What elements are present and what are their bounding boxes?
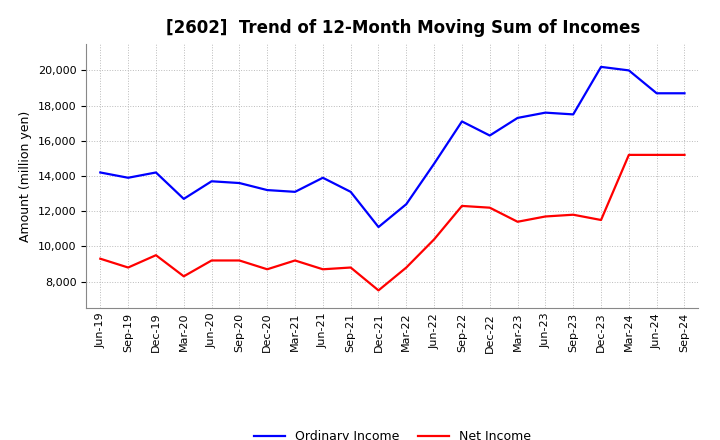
Ordinary Income [513, 115, 522, 121]
Ordinary Income [624, 68, 633, 73]
Net Income [513, 219, 522, 224]
Ordinary Income [124, 175, 132, 180]
Ordinary Income [485, 133, 494, 138]
Net Income [263, 267, 271, 272]
Net Income [402, 265, 410, 270]
Net Income [624, 152, 633, 158]
Net Income [680, 152, 689, 158]
Net Income [179, 274, 188, 279]
Ordinary Income [597, 64, 606, 70]
Legend: Ordinary Income, Net Income: Ordinary Income, Net Income [248, 425, 536, 440]
Ordinary Income [541, 110, 550, 115]
Ordinary Income [179, 196, 188, 202]
Ordinary Income [458, 119, 467, 124]
Net Income [430, 237, 438, 242]
Ordinary Income [207, 179, 216, 184]
Net Income [485, 205, 494, 210]
Ordinary Income [346, 189, 355, 194]
Net Income [458, 203, 467, 209]
Ordinary Income [235, 180, 243, 186]
Text: [2602]  Trend of 12-Month Moving Sum of Incomes: [2602] Trend of 12-Month Moving Sum of I… [166, 19, 640, 37]
Ordinary Income [291, 189, 300, 194]
Ordinary Income [652, 91, 661, 96]
Net Income [291, 258, 300, 263]
Net Income [652, 152, 661, 158]
Ordinary Income [96, 170, 104, 175]
Ordinary Income [430, 161, 438, 166]
Net Income [346, 265, 355, 270]
Line: Net Income: Net Income [100, 155, 685, 290]
Net Income [235, 258, 243, 263]
Net Income [569, 212, 577, 217]
Net Income [96, 256, 104, 261]
Net Income [597, 217, 606, 223]
Net Income [318, 267, 327, 272]
Line: Ordinary Income: Ordinary Income [100, 67, 685, 227]
Ordinary Income [680, 91, 689, 96]
Ordinary Income [152, 170, 161, 175]
Net Income [374, 288, 383, 293]
Y-axis label: Amount (million yen): Amount (million yen) [19, 110, 32, 242]
Net Income [124, 265, 132, 270]
Ordinary Income [569, 112, 577, 117]
Ordinary Income [374, 224, 383, 230]
Net Income [152, 253, 161, 258]
Ordinary Income [318, 175, 327, 180]
Net Income [541, 214, 550, 219]
Ordinary Income [263, 187, 271, 193]
Net Income [207, 258, 216, 263]
Ordinary Income [402, 202, 410, 207]
